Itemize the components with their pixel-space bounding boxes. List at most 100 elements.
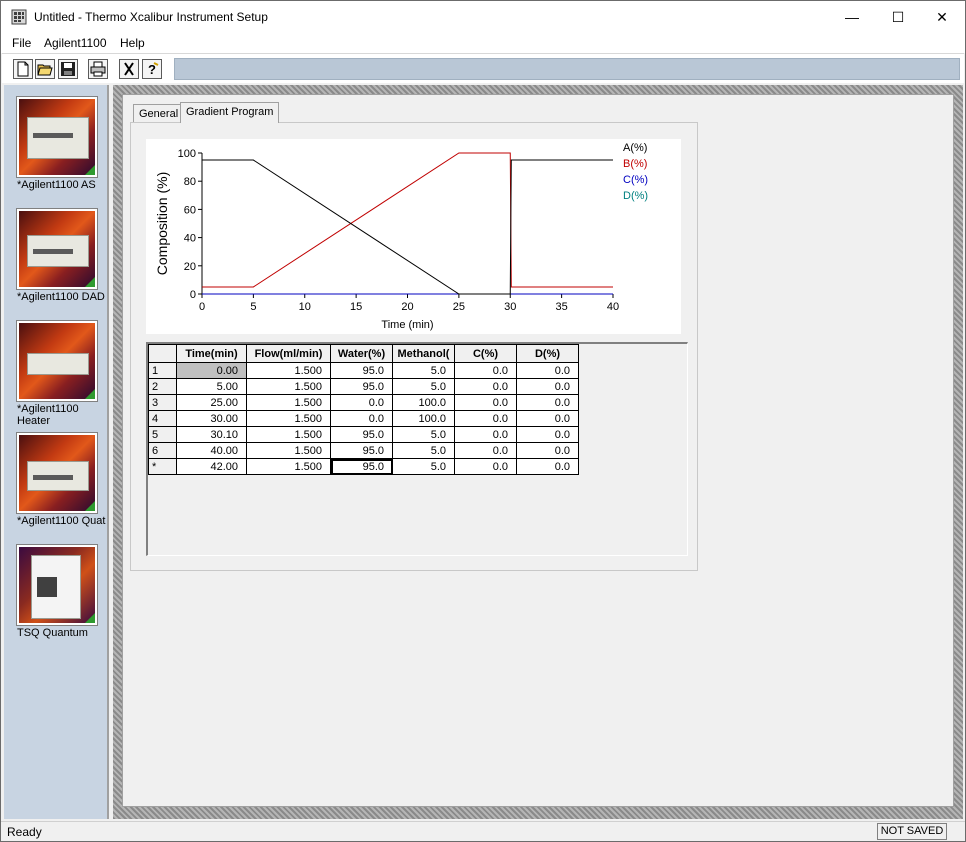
device-label-tsq: TSQ Quantum [17, 627, 88, 639]
app-icon [11, 9, 27, 25]
help-icon[interactable]: ? [142, 59, 162, 79]
device-label-as: *Agilent1100 AS [17, 179, 96, 191]
table-cell[interactable]: 100.0 [392, 394, 455, 411]
table-cell[interactable]: 0.0 [454, 442, 517, 459]
device-label-quat: *Agilent1100 Quat [17, 515, 106, 527]
table-cell[interactable]: 95.0 [330, 442, 393, 459]
close-button[interactable]: ✕ [936, 9, 948, 25]
new-document-icon[interactable] [13, 59, 33, 79]
x-tick-label: 5 [250, 301, 256, 313]
y-tick-label: 40 [184, 233, 196, 245]
row-header[interactable]: * [148, 458, 177, 475]
table-cell[interactable]: 95.0 [330, 426, 393, 443]
row-header[interactable]: 5 [148, 426, 177, 443]
table-cell[interactable]: 95.0 [330, 362, 393, 379]
table-cell[interactable]: 0.0 [454, 458, 517, 475]
table-cell[interactable]: 0.0 [516, 410, 579, 427]
legend-entry: A(%) [623, 142, 647, 154]
table-cell[interactable]: 40.00 [176, 442, 247, 459]
table-cell[interactable]: 0.00 [176, 362, 247, 379]
table-cell[interactable]: 5.0 [392, 458, 455, 475]
table-cell[interactable]: 5.0 [392, 362, 455, 379]
table-cell[interactable]: 100.0 [392, 410, 455, 427]
tab-gradient-program[interactable]: Gradient Program [180, 102, 280, 123]
table-cell[interactable]: 0.0 [516, 394, 579, 411]
table-cell[interactable]: 30.10 [176, 426, 247, 443]
window-title: Untitled - Thermo Xcalibur Instrument Se… [34, 10, 268, 24]
table-cell[interactable]: 5.00 [176, 378, 247, 395]
row-header-corner [148, 344, 177, 363]
x-tick-label: 25 [453, 301, 465, 313]
column-header: Time(min) [176, 344, 247, 363]
table-cell[interactable]: 0.0 [516, 378, 579, 395]
minimize-button[interactable]: — [845, 9, 859, 25]
x-tick-label: 30 [504, 301, 516, 313]
table-cell[interactable]: 0.0 [330, 410, 393, 427]
table-row: 6 40.00 1.500 95.0 5.0 0.0 0.0 [148, 442, 579, 459]
table-cell[interactable]: 1.500 [246, 394, 331, 411]
row-header[interactable]: 6 [148, 442, 177, 459]
table-cell[interactable]: 42.00 [176, 458, 247, 475]
agilent-quat-icon[interactable] [16, 432, 98, 514]
gradient-table[interactable]: Time(min) Flow(ml/min) Water(%) Methanol(C(… [148, 344, 579, 475]
menu-file[interactable]: File [12, 36, 32, 50]
table-cell[interactable]: 1.500 [246, 442, 331, 459]
table-cell[interactable]: 0.0 [516, 362, 579, 379]
table-cell[interactable]: 0.0 [454, 394, 517, 411]
legend-entry: B(%) [623, 158, 647, 170]
table-cell[interactable]: 0.0 [516, 426, 579, 443]
open-folder-icon[interactable] [35, 59, 55, 79]
maximize-button[interactable]: ☐ [891, 9, 905, 25]
print-icon[interactable] [88, 59, 108, 79]
x-tick-label: 20 [401, 301, 413, 313]
column-header: Water(%) [330, 344, 393, 363]
table-cell[interactable]: 0.0 [454, 410, 517, 427]
table-cell[interactable]: 95.0 [330, 458, 393, 475]
gradient-table-area: Time(min) Flow(ml/min) Water(%) Methanol(C(… [146, 342, 688, 556]
table-cell[interactable]: 95.0 [330, 378, 393, 395]
x-tick-label: 0 [199, 301, 205, 313]
table-cell[interactable]: 0.0 [454, 362, 517, 379]
toolbar-strip [174, 58, 960, 80]
table-cell[interactable]: 1.500 [246, 426, 331, 443]
menu-bar: File Agilent1100 Help [1, 33, 965, 53]
table-cell[interactable]: 1.500 [246, 458, 331, 475]
table-cell[interactable]: 1.500 [246, 410, 331, 427]
table-cell[interactable]: 25.00 [176, 394, 247, 411]
instrument-sidebar: *Agilent1100 AS *Agilent1100 DAD *Agilen… [4, 85, 109, 819]
table-cell[interactable]: 0.0 [516, 458, 579, 475]
y-tick-label: 20 [184, 261, 196, 273]
column-header: D(%) [516, 344, 579, 363]
status-bar: Ready NOT SAVED [1, 821, 965, 841]
table-cell[interactable]: 0.0 [330, 394, 393, 411]
menu-agilent1100[interactable]: Agilent1100 [44, 36, 107, 50]
table-row: 5 30.10 1.500 95.0 5.0 0.0 0.0 [148, 426, 579, 443]
table-cell[interactable]: 5.0 [392, 442, 455, 459]
table-cell[interactable]: 0.0 [454, 426, 517, 443]
tab-general[interactable]: General [133, 104, 185, 123]
column-header: C(%) [454, 344, 517, 363]
row-header[interactable]: 3 [148, 394, 177, 411]
row-header[interactable]: 1 [148, 362, 177, 379]
table-cell[interactable]: 0.0 [454, 378, 517, 395]
table-cell[interactable]: 1.500 [246, 378, 331, 395]
table-cell[interactable]: 30.00 [176, 410, 247, 427]
x-tick-label: 40 [607, 301, 619, 313]
row-header[interactable]: 4 [148, 410, 177, 427]
row-header[interactable]: 2 [148, 378, 177, 395]
column-header: Methanol( [392, 344, 455, 363]
cut-icon[interactable] [119, 59, 139, 79]
save-icon[interactable] [58, 59, 78, 79]
device-label-heater: *Agilent1100 Heater [17, 403, 79, 427]
agilent-as-icon[interactable] [16, 96, 98, 178]
tsq-quantum-icon[interactable] [16, 544, 98, 626]
table-cell[interactable]: 5.0 [392, 426, 455, 443]
agilent-heater-icon[interactable] [16, 320, 98, 402]
table-cell[interactable]: 5.0 [392, 378, 455, 395]
table-cell[interactable]: 0.0 [516, 442, 579, 459]
menu-help[interactable]: Help [120, 36, 145, 50]
agilent-dad-icon[interactable] [16, 208, 98, 290]
table-cell[interactable]: 1.500 [246, 362, 331, 379]
toolbar: ? [2, 53, 964, 83]
